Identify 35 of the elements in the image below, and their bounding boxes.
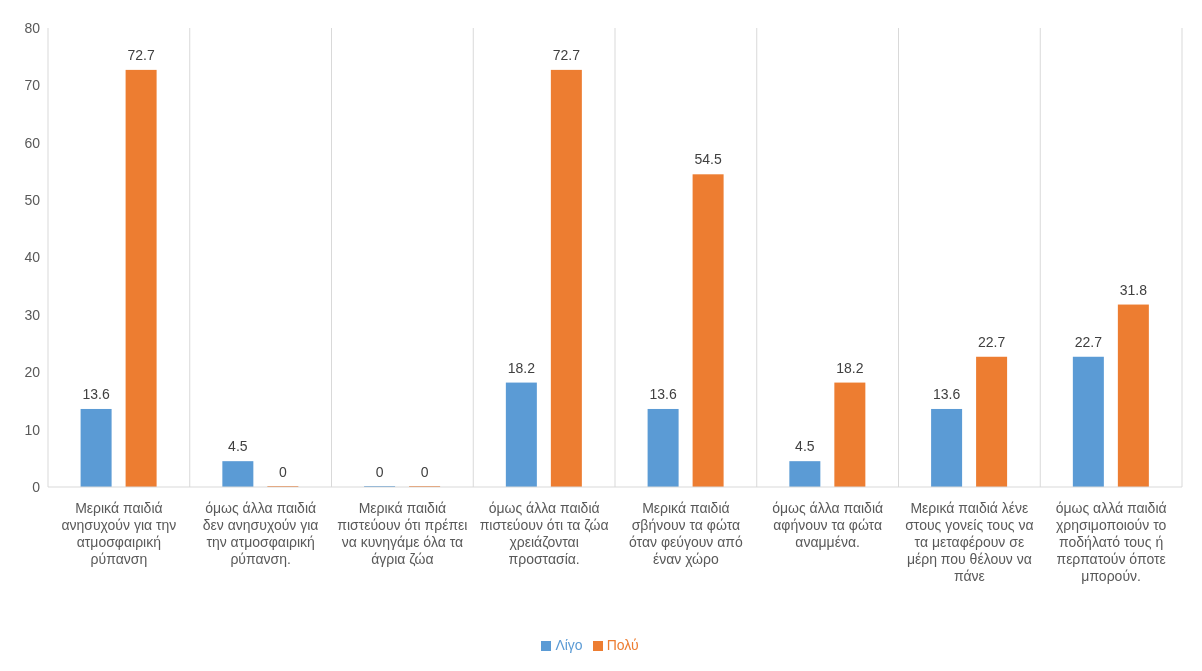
data-label: 0 [375,464,384,480]
y-tick-label: 70 [24,77,41,94]
data-label: 13.6 [649,385,677,402]
x-tick-label: Μερικά παιδιά ανησυχούν για την ατμοσφαιρική ρύπανση [61,500,177,567]
data-label: 0 [278,464,287,480]
y-tick-label: 80 [24,19,41,36]
x-tick-label: Μερικά παιδιά σβήνουν τα φώτα όταν φεύγουν από έναν χώρο [629,500,743,567]
data-label: 4.5 [795,438,815,455]
data-label: 22.7 [1074,333,1103,350]
x-tick-label: όμως άλλα παιδιά δεν ανησυχούν για την ατμοσφαιρική ρύπανση. [202,500,319,567]
y-tick-label: 20 [24,364,41,381]
x-tick-label: όμως άλλα παιδιά αφήνουν τα φώτα αναμμένα. [772,500,884,550]
data-label: 18.2 [836,359,864,376]
y-tick-label: 60 [24,134,41,151]
y-tick-label: 30 [24,306,41,323]
data-label: 4.5 [228,438,248,455]
data-label: 18.2 [507,359,536,376]
x-tick-label: όμως άλλα παιδιά πιστεύουν ότι τα ζώα χρειάζονται προστασία. [479,500,609,567]
data-label: 31.8 [1119,281,1148,298]
legend-label: Πολύ [606,637,639,653]
data-label: 0 [420,464,429,480]
x-tick-label: Μερικά παιδιά λένε στους γονείς τους να τα μεταφέρουν σε μέρη που θέλουν να πάνε [905,500,1034,584]
data-label: 72.7 [552,46,581,63]
data-label: 22.7 [977,333,1006,350]
data-label: 13.6 [82,385,110,402]
data-label: 54.5 [694,151,722,168]
data-label: 13.6 [932,385,961,402]
y-tick-label: 50 [24,192,41,209]
y-tick-label: 0 [32,478,41,495]
x-tick-label: Μερικά παιδιά πιστεύουν ότι πρέπει να κυνηγάμε όλα τα άγρια ζώα [337,500,468,567]
y-tick-label: 40 [24,249,41,266]
legend-label: Λίγο [555,637,583,653]
y-tick-label: 10 [24,421,41,438]
x-tick-label: όμως αλλά παιδιά χρησιμοποιούν το ποδήλατό τους ή περπατούν όποτε μπορούν. [1055,500,1167,584]
data-label: 72.7 [127,46,155,63]
